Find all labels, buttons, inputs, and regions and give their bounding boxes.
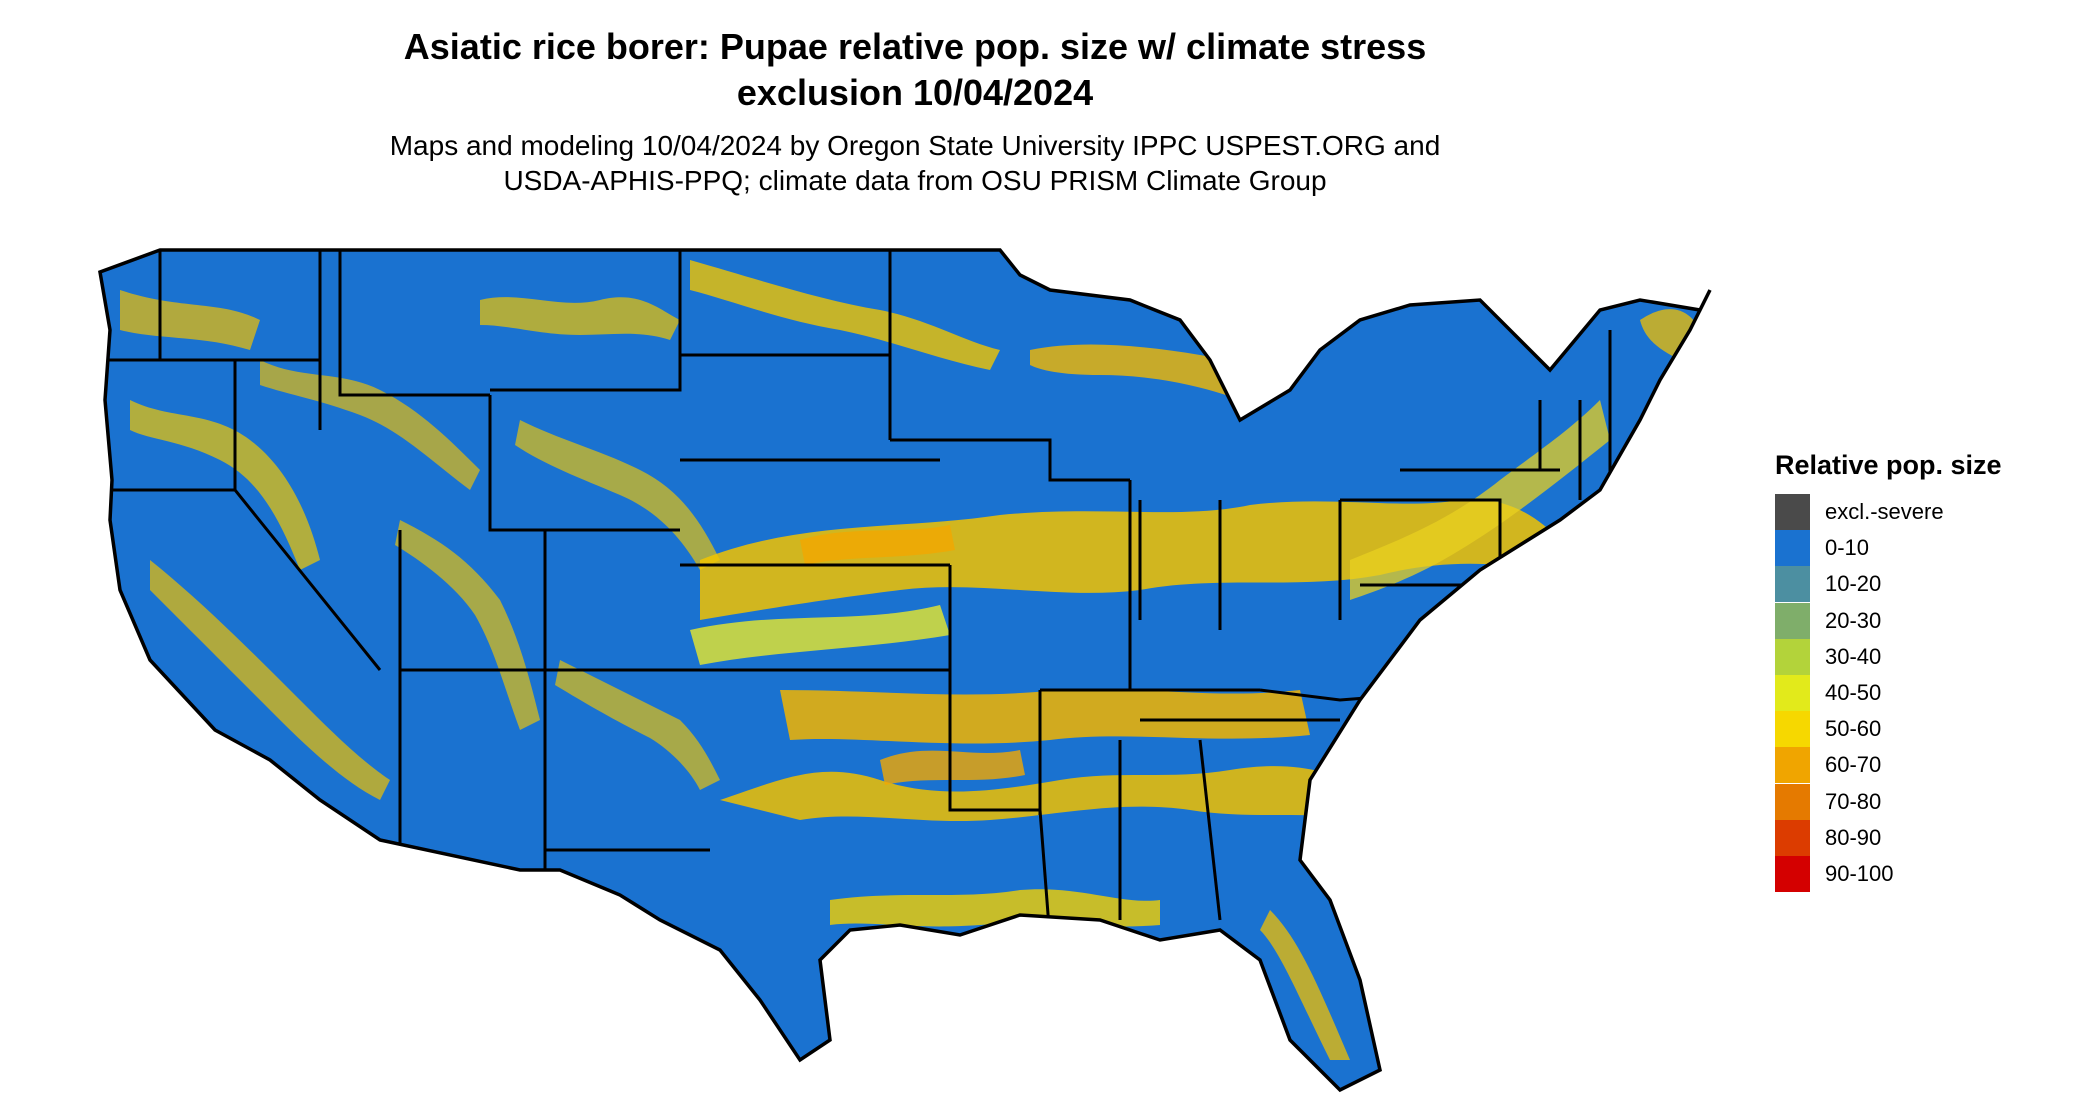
legend-label: 80-90 [1825,824,1882,850]
map-subtitle-line2: USDA-APHIS-PPQ; climate data from OSU PR… [503,165,1327,196]
map-subtitle-line1: Maps and modeling 10/04/2024 by Oregon S… [389,130,1441,161]
legend-item: 10-20 [1775,566,2075,603]
legend-swatch [1775,747,1810,784]
map-title-line1: Asiatic rice borer: Pupae relative pop. … [403,26,1427,67]
legend-swatch [1775,783,1810,820]
map-title-line2: exclusion 10/04/2024 [736,72,1094,113]
legend-item: 80-90 [1775,819,2075,856]
legend-label: 70-80 [1825,788,1882,814]
legend-item: 0-10 [1775,530,2075,567]
state-borders [105,250,1612,941]
legend-label: 30-40 [1825,643,1882,669]
legend-label: 90-100 [1825,860,1894,886]
legend-item: 30-40 [1775,638,2075,675]
legend-swatch [1775,711,1810,748]
legend-item: 40-50 [1775,675,2075,712]
legend-swatch [1775,602,1810,639]
legend-label: 10-20 [1825,571,1882,597]
legend-swatch [1775,855,1810,892]
legend-item: 20-30 [1775,602,2075,639]
legend-item: 60-70 [1775,747,2075,784]
legend-items: excl.-severe 0-10 10-20 20-30 30-40 40-50 50-6… [1775,494,2075,892]
legend-swatch [1775,675,1810,712]
legend-label: 40-50 [1825,680,1882,706]
legend-title: Relative pop. size [1775,450,2002,480]
legend-label: 50-60 [1825,716,1882,742]
us-outline [98,248,1712,1093]
legend: Relative pop. size excl.-severe 0-10 10-20… [1775,448,2075,892]
legend-item: 50-60 [1775,711,2075,748]
legend-item: 90-100 [1775,855,2075,892]
legend-swatch [1775,566,1810,603]
legend-swatch [1775,819,1810,856]
legend-item: excl.-severe [1775,494,2075,531]
legend-item: 70-80 [1775,783,2075,820]
legend-swatch [1775,494,1810,531]
legend-label: 0-10 [1825,535,1870,561]
legend-swatch [1775,638,1810,675]
legend-swatch [1775,530,1810,567]
legend-label: excl.-severe [1825,499,1944,525]
legend-label: 60-70 [1825,752,1882,778]
legend-label: 20-30 [1825,607,1882,633]
